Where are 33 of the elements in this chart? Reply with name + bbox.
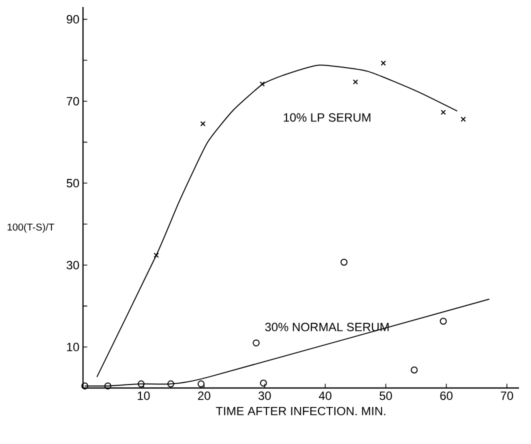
point (260, 380, 267, 387)
point (252, 339, 260, 346)
text: 10% LP SERUM (284, 113, 370, 122)
point (200, 121, 206, 126)
point (154, 252, 159, 258)
y-tick-label: 90 (66, 15, 80, 24)
point (380, 60, 386, 66)
point (138, 380, 145, 388)
x-tick-label: 20 (198, 392, 210, 400)
point (167, 380, 174, 388)
point (460, 116, 466, 122)
point (410, 366, 418, 374)
point (440, 318, 447, 325)
x-tick-label: 10 (138, 392, 150, 400)
x-tick-label: 30 (258, 392, 271, 400)
y-axis-title: 100(T-S)/T (8, 223, 54, 233)
x-tick-label: 40 (318, 392, 332, 400)
y-tick-label: 70 (66, 96, 80, 106)
point (352, 79, 358, 85)
point (440, 110, 446, 115)
point (104, 382, 112, 390)
point (340, 258, 348, 266)
y-tick-label: 30 (66, 260, 80, 270)
point (260, 81, 265, 87)
y-tick-label: 50 (66, 178, 80, 188)
x-tick-label: 50 (380, 392, 392, 400)
x-axis-title: TIME AFTER INFECTION. MIN. (216, 406, 386, 416)
x-tick-label: 70 (500, 392, 514, 400)
series-label: 30% NORMAL SERUM (265, 322, 389, 332)
y-tick-label: 10 (67, 342, 80, 352)
line-series (96, 64, 458, 378)
point (198, 380, 205, 388)
x-tick-label: 60 (440, 392, 453, 400)
